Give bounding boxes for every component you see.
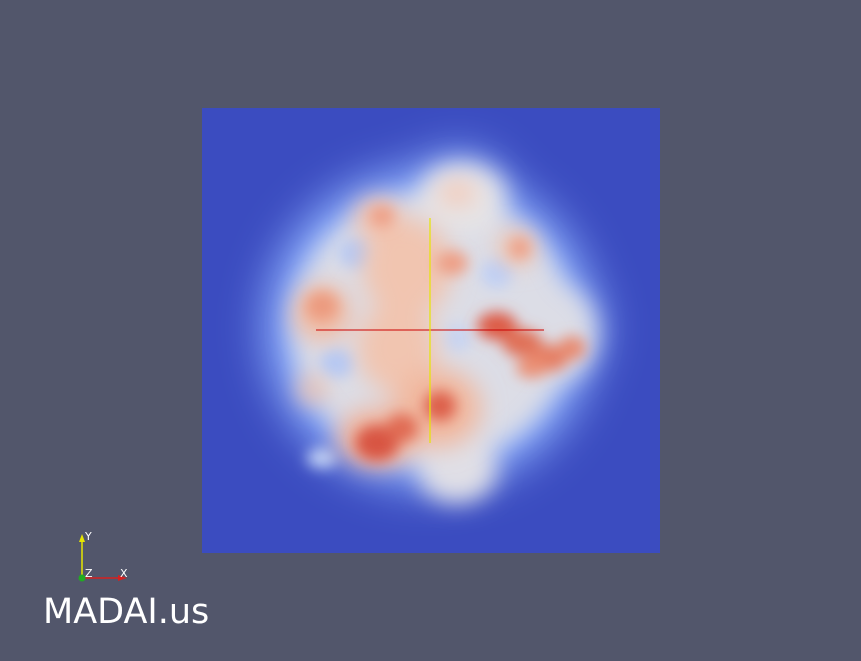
madai-brand-label: MADAI.us [43,592,210,632]
y-axis-arrow [79,534,85,542]
y-axis-label: Y [85,530,92,543]
orientation-axes-triad: Y Z X [70,528,140,588]
heatmap-image [202,108,660,553]
z-axis-label: Z [85,567,93,580]
x-axis-arrow [118,575,127,581]
x-axis-label: X [120,567,128,580]
heatmap-slice-plot[interactable] [202,108,660,553]
z-axis-dot [78,574,86,582]
heatmap-hot-spots [306,206,586,461]
axes-triad-graphic [78,534,127,582]
